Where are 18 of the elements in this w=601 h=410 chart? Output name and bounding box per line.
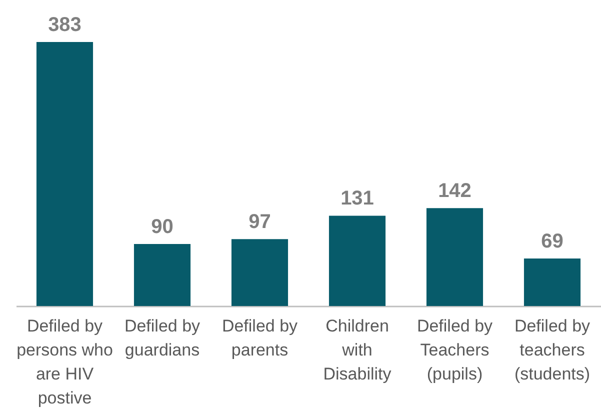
data-label: 69 [541,230,564,252]
bar [134,244,191,306]
bar [231,239,288,306]
x-tick-label: Defiled by persons who are HIV postive [16,316,113,408]
x-tick-label: Defiled by guardians [124,316,201,360]
x-tick-label: Children with Disability [323,316,392,384]
x-tick-label: Defiled by Teachers (pupils) [416,316,494,384]
data-label: 97 [248,211,271,234]
bar [328,216,386,306]
data-label: 131 [340,188,374,210]
bar [426,208,484,306]
x-tick-label: Defiled by teachers (students) [514,316,591,384]
bar [36,42,94,306]
data-label: 90 [151,216,174,238]
x-tick-label: Defiled by parents [222,316,298,360]
bar [524,258,581,306]
data-label: 383 [48,14,82,36]
data-label: 142 [438,180,472,202]
